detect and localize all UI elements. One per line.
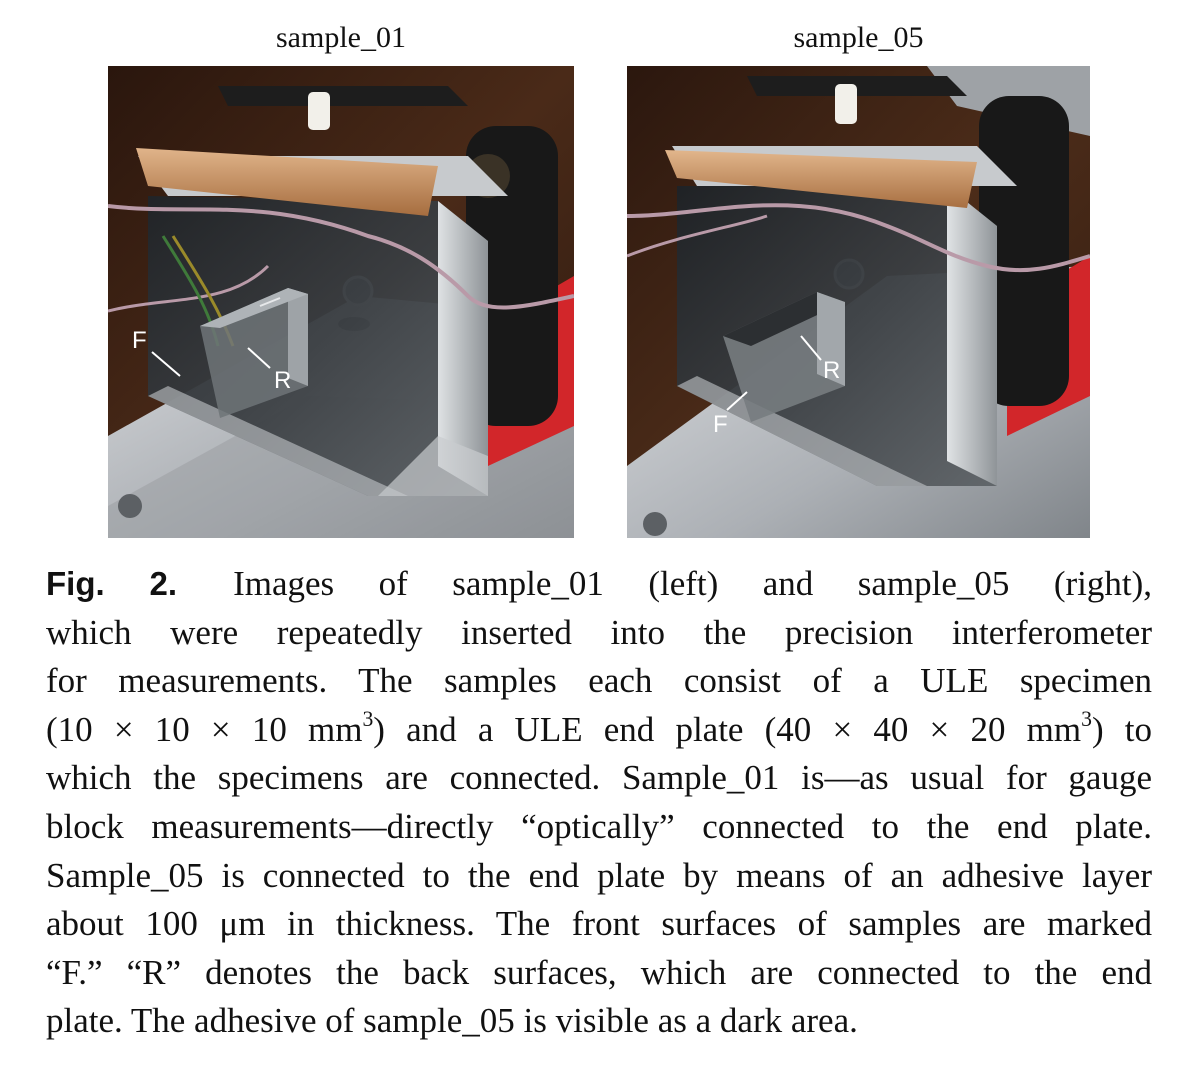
nylon-screw xyxy=(835,84,857,124)
caption-line: about 100 μm in thickness. The front sur… xyxy=(46,904,1152,944)
copper-tape xyxy=(136,148,438,216)
photo-sample-01: F R xyxy=(108,66,574,538)
caption-line: (10 × 10 × 10 mm3) and a ULE end plate (… xyxy=(46,706,1152,749)
label-front: F xyxy=(713,411,728,438)
wire xyxy=(627,203,1090,273)
caption-line: for measurements. The samples each consi… xyxy=(46,661,1152,701)
figure-label: Fig. 2. xyxy=(46,565,178,602)
caption-line: which the specimens are connected. Sampl… xyxy=(46,758,1152,798)
caption-line: “F.” “R” denotes the back surfaces, whic… xyxy=(46,952,1152,992)
label-back: R xyxy=(274,367,291,394)
caption-line: Sample_05 is connected to the end plate … xyxy=(46,855,1152,895)
caption-line: Fig. 2. Images of sample_01 (left) and sa… xyxy=(46,564,1152,603)
label-front: F xyxy=(132,327,147,354)
caption-line: block measurements—directly “optically” … xyxy=(46,806,1152,846)
wire xyxy=(108,204,574,310)
photo-sample-05: F R xyxy=(627,66,1090,538)
black-mount xyxy=(466,126,558,426)
caption-line: which were repeatedly inserted into the … xyxy=(46,612,1152,652)
adhesive-area xyxy=(723,292,845,346)
nylon-screw xyxy=(308,92,330,130)
label-back: R xyxy=(823,357,840,384)
caption-line: plate. The adhesive of sample_05 is visi… xyxy=(46,1001,858,1041)
copper-tape xyxy=(665,150,977,208)
panel-title-left: sample_01 xyxy=(276,21,406,54)
panel-title-right: sample_05 xyxy=(793,21,924,54)
figure-caption: Fig. 2. Images of sample_01 (left) and sa… xyxy=(46,560,1152,1046)
